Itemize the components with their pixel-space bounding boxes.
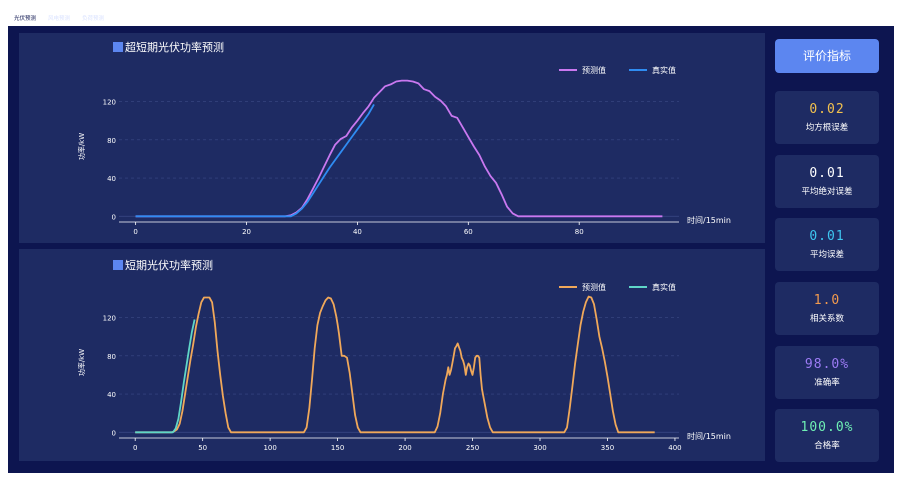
chart-title: 短期光伏功率预测 bbox=[125, 258, 213, 272]
legend-label: 预测值 bbox=[582, 282, 606, 292]
x-tick-label: 150 bbox=[331, 444, 344, 452]
x-tick-label: 0 bbox=[133, 444, 137, 452]
chart-panel-short: 短期光伏功率预测 0 40 80 120 0 50 100 150 200 250 300 350 400… bbox=[19, 249, 765, 461]
y-tick-label: 0 bbox=[112, 213, 116, 221]
metric-card-mean-error: 0.01 平均误差 bbox=[775, 218, 879, 271]
metric-card-accuracy: 98.0% 准确率 bbox=[775, 346, 879, 399]
x-tick-label: 250 bbox=[466, 444, 479, 452]
metric-value: 1.0 bbox=[813, 293, 841, 308]
series-line-0 bbox=[135, 79, 663, 218]
x-tick-label: 100 bbox=[263, 444, 276, 452]
metric-label: 准确率 bbox=[814, 378, 840, 388]
metric-label: 均方根误差 bbox=[805, 123, 849, 133]
x-tick-label: 80 bbox=[575, 228, 584, 236]
y-axis-label: 功率/kW bbox=[77, 133, 86, 160]
chart-panel-ultra-short: 超短期光伏功率预测 0 40 80 120 0 20 40 60 80 时间/15min 功率/kW 预… bbox=[19, 33, 765, 243]
metric-label: 平均误差 bbox=[809, 250, 844, 260]
metric-value: 0.02 bbox=[809, 102, 845, 117]
ultra-short-term-chart: 超短期光伏功率预测 0 40 80 120 0 20 40 60 80 时间/15min 功率/kW 预… bbox=[77, 40, 731, 236]
x-axis-label: 时间/15min bbox=[687, 215, 731, 225]
x-tick-label: 200 bbox=[398, 444, 411, 452]
y-tick-label: 0 bbox=[112, 429, 116, 437]
y-tick-label: 120 bbox=[103, 99, 116, 107]
x-tick-label: 50 bbox=[198, 444, 207, 452]
y-tick-label: 40 bbox=[107, 175, 116, 183]
metric-value: 100.0% bbox=[800, 420, 854, 435]
tab-bar: 光伏预测 风电预测 负荷预测 bbox=[10, 13, 108, 25]
evaluation-metrics-button[interactable]: 评价指标 bbox=[775, 39, 879, 73]
x-axis-label: 时间/15min bbox=[687, 431, 731, 441]
metric-card-pass-rate: 100.0% 合格率 bbox=[775, 409, 879, 462]
metric-label: 合格率 bbox=[814, 441, 840, 451]
tab-pv-forecast[interactable]: 光伏预测 bbox=[10, 13, 41, 25]
legend-label: 预测值 bbox=[582, 65, 606, 75]
short-term-chart: 短期光伏功率预测 0 40 80 120 0 50 100 150 200 250 300 350 400… bbox=[77, 258, 731, 452]
y-axis-label: 功率/kW bbox=[77, 349, 86, 376]
metric-value: 0.01 bbox=[809, 166, 845, 181]
tab-wind-forecast[interactable]: 风电预测 bbox=[48, 16, 71, 22]
metric-card-correlation: 1.0 相关系数 bbox=[775, 282, 879, 335]
x-tick-label: 400 bbox=[668, 444, 681, 452]
x-tick-label: 20 bbox=[242, 228, 251, 236]
metric-label: 相关系数 bbox=[809, 314, 844, 324]
y-tick-label: 40 bbox=[107, 391, 116, 399]
metric-value: 98.0% bbox=[804, 357, 850, 372]
title-marker bbox=[113, 260, 123, 270]
metric-card-rmse: 0.02 均方根误差 bbox=[775, 91, 879, 144]
chart-title: 超短期光伏功率预测 bbox=[125, 40, 224, 54]
metric-value: 0.01 bbox=[809, 229, 845, 244]
y-tick-label: 120 bbox=[103, 315, 116, 323]
series-line-1 bbox=[135, 319, 196, 434]
series-line-0 bbox=[135, 295, 655, 434]
series-line-1 bbox=[135, 103, 375, 218]
tab-load-forecast[interactable]: 负荷预测 bbox=[82, 16, 105, 22]
y-tick-label: 80 bbox=[107, 137, 116, 145]
x-tick-label: 350 bbox=[601, 444, 614, 452]
legend-label: 真实值 bbox=[652, 282, 676, 292]
x-tick-label: 60 bbox=[464, 228, 473, 236]
x-tick-label: 300 bbox=[533, 444, 546, 452]
metric-label: 平均绝对误差 bbox=[801, 187, 853, 197]
metric-card-mae: 0.01 平均绝对误差 bbox=[775, 155, 879, 208]
x-tick-label: 0 bbox=[133, 228, 137, 236]
y-tick-label: 80 bbox=[107, 353, 116, 361]
title-marker bbox=[113, 42, 123, 52]
legend-label: 真实值 bbox=[652, 65, 676, 75]
x-tick-label: 40 bbox=[353, 228, 362, 236]
